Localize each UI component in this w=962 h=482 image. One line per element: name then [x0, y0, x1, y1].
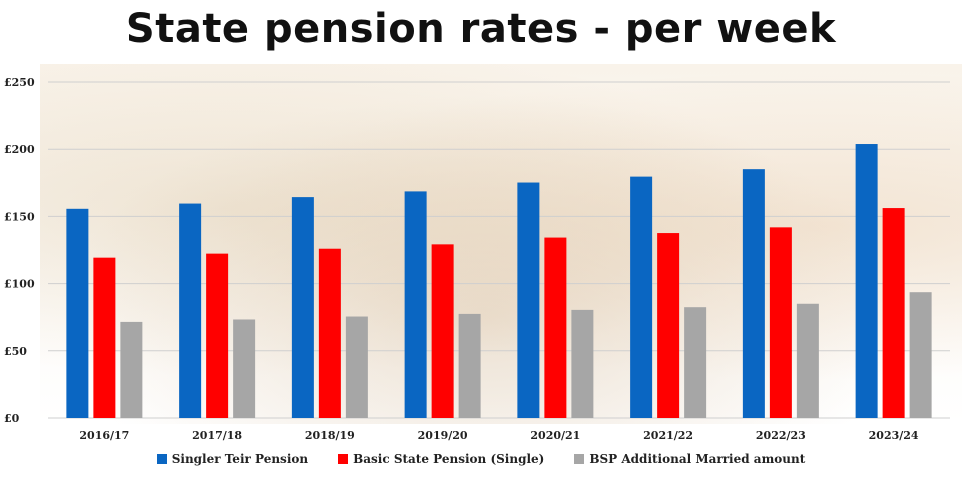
bar — [657, 233, 680, 418]
legend: Singler Teir Pension Basic State Pension … — [0, 452, 962, 466]
bar — [458, 313, 481, 418]
bar — [179, 203, 202, 418]
x-tick-label: 2017/18 — [192, 429, 242, 442]
bar — [318, 248, 341, 418]
x-tick-label: 2023/24 — [869, 429, 919, 442]
bar — [345, 316, 368, 418]
bar — [544, 237, 567, 418]
bar — [233, 319, 256, 418]
bars — [66, 144, 932, 418]
bar-chart: £0 £50 £100 £150 £200 £250 2016/17 2017/18 2018… — [4, 76, 950, 442]
bar — [796, 303, 819, 418]
bar — [120, 321, 143, 418]
bar — [404, 191, 427, 418]
x-tick-label: 2021/22 — [643, 429, 693, 442]
x-tick-label: 2019/20 — [418, 429, 468, 442]
y-axis-ticks: £0 £50 £100 £150 £200 £250 — [4, 76, 35, 425]
bar — [684, 307, 707, 418]
legend-swatch — [156, 454, 167, 464]
bar — [431, 244, 454, 418]
x-tick-label: 2018/19 — [305, 429, 355, 442]
y-tick-label: £250 — [4, 76, 35, 89]
x-axis-ticks: 2016/17 2017/18 2018/19 2019/20 2020/21 2021/… — [79, 429, 919, 442]
y-tick-label: £50 — [4, 345, 27, 358]
legend-label: Basic State Pension (Single) — [353, 452, 545, 466]
bar — [882, 208, 905, 418]
legend-item: Singler Teir Pension — [156, 452, 309, 466]
y-tick-label: £100 — [4, 278, 35, 291]
x-tick-label: 2022/23 — [756, 429, 806, 442]
legend-label: Singler Teir Pension — [171, 452, 309, 466]
bar — [206, 253, 229, 418]
bar — [630, 176, 653, 418]
bar — [769, 227, 792, 418]
legend-swatch — [338, 454, 349, 464]
chart-title: State pension rates - per week — [125, 6, 837, 52]
bar — [909, 292, 932, 418]
x-tick-label: 2016/17 — [79, 429, 129, 442]
legend-item: BSP Additional Married amount — [574, 452, 805, 466]
bar — [855, 144, 878, 418]
legend-label: BSP Additional Married amount — [589, 452, 806, 466]
bar — [742, 169, 765, 418]
y-tick-label: £200 — [4, 143, 35, 156]
bar — [66, 208, 89, 418]
legend-item: Basic State Pension (Single) — [338, 452, 544, 466]
bar — [571, 309, 594, 418]
legend-swatch — [574, 454, 585, 464]
y-tick-label: £0 — [4, 412, 20, 425]
bar — [93, 257, 116, 418]
bar — [291, 197, 314, 418]
y-tick-label: £150 — [4, 210, 35, 223]
bar — [517, 182, 540, 418]
x-tick-label: 2020/21 — [530, 429, 580, 442]
